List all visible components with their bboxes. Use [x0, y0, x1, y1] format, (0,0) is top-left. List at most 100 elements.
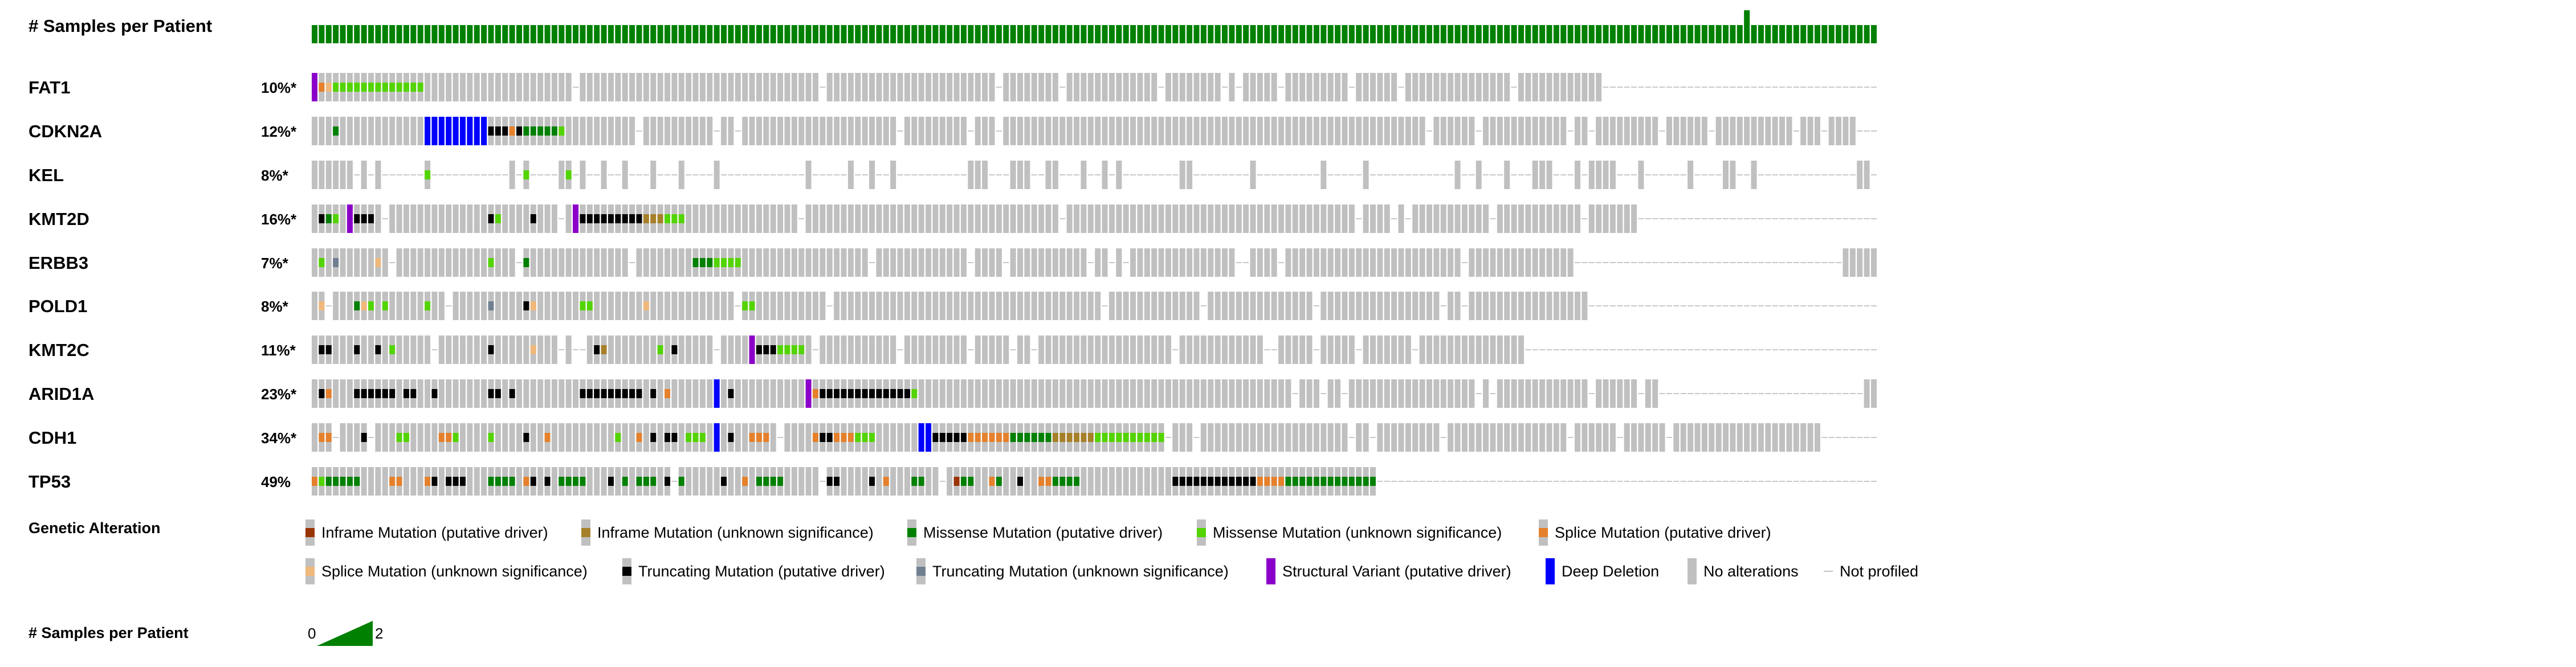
- not-profiled-cell: [1751, 87, 1757, 88]
- oncoprint-cell: [615, 292, 621, 320]
- oncoprint-cell: [1193, 292, 1200, 320]
- oncoprint-cell: [953, 117, 960, 145]
- oncoprint-cell: [862, 467, 868, 496]
- sample-count-bar: [1461, 25, 1468, 43]
- track-label-tp53[interactable]: TP53: [28, 472, 71, 492]
- not-profiled-cell: [1821, 130, 1828, 132]
- oncoprint-cell: [1024, 117, 1030, 145]
- oncoprint-cell: [1370, 292, 1376, 320]
- oncoprint-cell: [1187, 379, 1193, 408]
- alteration-mark: [325, 83, 332, 92]
- oncoprint-cell: [361, 248, 367, 277]
- oncoprint-cell: [396, 292, 402, 320]
- oncoprint-cell: [1419, 204, 1425, 233]
- oncoprint-cell: [1010, 73, 1016, 101]
- oncoprint-cell: [1236, 335, 1242, 364]
- sample-count-bar: [869, 25, 875, 43]
- oncoprint-cell: [1575, 379, 1581, 408]
- alteration-mark: [608, 214, 614, 223]
- sample-count-bar: [1666, 25, 1672, 43]
- sample-count-bar: [459, 25, 466, 43]
- oncoprint-cell: [897, 73, 903, 101]
- alteration-mark: [947, 433, 953, 442]
- oncoprint-cell: [714, 292, 720, 320]
- oncoprint-cell: [820, 204, 826, 233]
- oncoprint-cell: [947, 292, 953, 320]
- alteration-mark: [834, 433, 840, 442]
- oncoprint-cell: [1052, 204, 1058, 233]
- oncoprint-cell: [1800, 423, 1807, 452]
- oncoprint-cell: [1560, 379, 1567, 408]
- oncoprint-cell: [1758, 423, 1764, 452]
- sample-count-bar: [1567, 25, 1574, 43]
- alteration-mark: [855, 433, 861, 442]
- oncoprint-cell: [939, 379, 945, 408]
- oncoprint-cell: [1172, 379, 1179, 408]
- not-profiled-cell: [855, 174, 861, 175]
- track-label-pold1[interactable]: POLD1: [28, 296, 88, 316]
- oncoprint-cell: [678, 379, 684, 408]
- sample-count-bar: [1715, 25, 1722, 43]
- alteration-mark: [678, 214, 684, 223]
- not-profiled-cell: [1779, 349, 1786, 350]
- oncoprint-cell: [1320, 423, 1327, 452]
- oncoprint-cell: [756, 248, 762, 277]
- track-label-cdkn2a[interactable]: CDKN2A: [28, 121, 103, 141]
- not-profiled-cell: [1631, 87, 1637, 88]
- oncoprint-cell: [1348, 117, 1355, 145]
- track-label-kmt2c[interactable]: KMT2C: [28, 340, 89, 360]
- not-profiled-cell: [1560, 481, 1567, 482]
- oncoprint-cell: [862, 117, 868, 145]
- not-profiled-cell: [1617, 437, 1623, 438]
- alteration-mark: [354, 301, 360, 310]
- oncoprint-cell: [1532, 292, 1538, 320]
- oncoprint-cell: [756, 204, 762, 233]
- sample-count-bar: [1187, 25, 1193, 43]
- not-profiled-cell: [1461, 262, 1468, 263]
- oncoprint-cell: [960, 292, 967, 320]
- oncoprint-cell: [1229, 204, 1235, 233]
- track-percent-kmt2d: 16%*: [261, 211, 297, 228]
- oncoprint-cell: [1617, 204, 1623, 233]
- oncoprint-cell: [474, 248, 480, 277]
- oncoprint-cell: [735, 467, 741, 496]
- oncoprint-cell: [777, 379, 784, 408]
- track-label-kmt2d[interactable]: KMT2D: [28, 209, 89, 229]
- oncoprint-cell: [1483, 248, 1489, 277]
- oncoprint-grid[interactable]: [0, 0, 2576, 501]
- oncoprint-cell: [911, 117, 918, 145]
- not-profiled-cell: [1236, 174, 1242, 175]
- oncoprint-cell: [805, 204, 812, 233]
- oncoprint-cell: [890, 292, 896, 320]
- sample-count-bar: [1504, 25, 1510, 43]
- not-profiled-cell: [1433, 481, 1440, 482]
- not-profiled-cell: [1694, 305, 1701, 306]
- legend-label: Splice Mutation (putative driver): [1555, 524, 1771, 541]
- oncoprint-cell: [417, 204, 423, 233]
- oncoprint-cell: [918, 117, 924, 145]
- oncoprint-cell: [1828, 117, 1835, 145]
- track-percent-tp53: 49%: [261, 473, 291, 490]
- track-label-cdh1[interactable]: CDH1: [28, 428, 77, 448]
- oncoprint-cell: [559, 73, 565, 101]
- not-profiled-cell: [1857, 481, 1863, 482]
- alteration-mark: [333, 258, 339, 267]
- track-label-erbb3[interactable]: ERBB3: [28, 253, 89, 273]
- oncoprint-cell: [784, 379, 790, 408]
- oncoprint-cell: [1193, 204, 1200, 233]
- oncoprint-cell: [551, 335, 557, 364]
- oncoprint-cell: [1003, 335, 1009, 364]
- oncoprint-cell: [1306, 73, 1313, 101]
- not-profiled-cell: [1440, 481, 1446, 482]
- sample-count-bar: [1003, 25, 1009, 43]
- oncoprint-cell: [1031, 379, 1037, 408]
- oncoprint-cell: [502, 204, 508, 233]
- oncoprint-cell: [1412, 248, 1419, 277]
- not-profiled-cell: [1793, 130, 1799, 132]
- alteration-mark: [573, 477, 579, 486]
- track-label-arid1a[interactable]: ARID1A: [28, 384, 95, 404]
- track-label-kel[interactable]: KEL: [28, 165, 64, 185]
- track-label-fat1[interactable]: FAT1: [28, 77, 71, 97]
- sample-count-bar: [1532, 25, 1538, 43]
- alteration-mark: [1172, 477, 1179, 486]
